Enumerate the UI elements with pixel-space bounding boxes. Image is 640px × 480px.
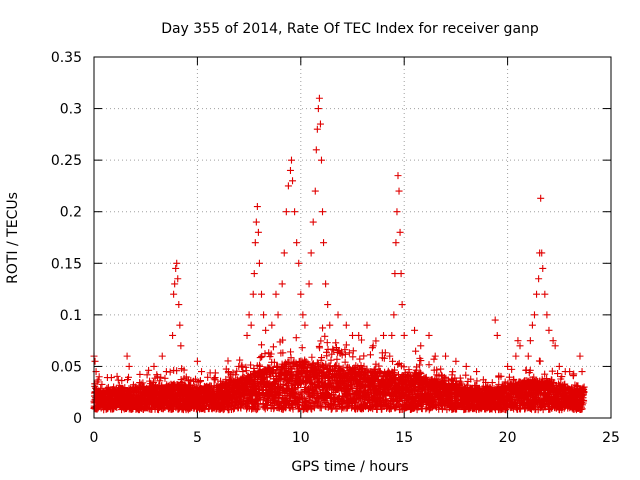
data-point xyxy=(323,352,331,360)
chart-title: Day 355 of 2014, Rate Of TEC Index for r… xyxy=(161,21,539,37)
data-point xyxy=(332,339,340,347)
x-tick-label: 0 xyxy=(90,430,99,446)
x-axis-label: GPS time / hours xyxy=(291,459,408,475)
data-point xyxy=(136,370,144,378)
data-point xyxy=(242,367,250,375)
data-point xyxy=(107,374,115,382)
y-axis-label: ROTI / TECUs xyxy=(5,192,21,284)
data-point xyxy=(360,352,368,360)
data-point xyxy=(449,368,457,376)
data-point xyxy=(211,369,219,377)
data-point xyxy=(316,344,324,352)
data-point xyxy=(308,353,316,361)
data-point xyxy=(256,354,264,362)
y-tick-label: 0.05 xyxy=(51,359,82,375)
data-point xyxy=(342,341,350,349)
data-point xyxy=(224,357,232,365)
data-point xyxy=(333,355,341,363)
y-tick-label: 0.3 xyxy=(60,102,82,118)
y-tick-label: 0.25 xyxy=(51,153,82,169)
x-tick-label: 15 xyxy=(395,430,413,446)
y-tick-label: 0.35 xyxy=(51,50,82,66)
x-tick-label: 5 xyxy=(193,430,202,446)
data-point xyxy=(261,350,269,358)
y-tick-label: 0.2 xyxy=(60,205,82,221)
data-point xyxy=(157,373,165,381)
data-point xyxy=(256,363,264,371)
data-point xyxy=(113,372,121,380)
data-point xyxy=(323,339,331,347)
data-point xyxy=(201,405,209,413)
data-point xyxy=(329,345,337,353)
data-point xyxy=(430,355,438,363)
data-point xyxy=(368,344,376,352)
data-point xyxy=(263,404,271,412)
data-points xyxy=(90,94,588,414)
data-point xyxy=(269,343,277,351)
data-point xyxy=(356,355,364,363)
data-point xyxy=(258,341,266,349)
data-point xyxy=(124,373,132,381)
data-point xyxy=(145,366,153,374)
data-point xyxy=(366,351,374,359)
data-point xyxy=(156,377,164,385)
data-point xyxy=(236,356,244,364)
data-point xyxy=(139,379,147,387)
data-point xyxy=(394,361,402,369)
data-point xyxy=(536,357,544,365)
data-point xyxy=(180,366,188,374)
data-point xyxy=(317,337,325,345)
data-point xyxy=(118,377,126,385)
data-point xyxy=(229,405,237,413)
data-point xyxy=(143,371,151,379)
data-point xyxy=(195,378,203,386)
y-tick-label: 0.15 xyxy=(51,256,82,272)
x-tick-label: 25 xyxy=(602,430,620,446)
data-point xyxy=(196,377,204,385)
data-point xyxy=(292,334,300,342)
x-tick-label: 10 xyxy=(292,430,310,446)
data-point xyxy=(298,344,306,352)
y-tick-label: 0.1 xyxy=(60,308,82,324)
data-point xyxy=(211,376,219,384)
data-point xyxy=(98,380,106,388)
data-point xyxy=(247,361,255,369)
y-tick-label: 0 xyxy=(73,411,82,427)
grid-lines xyxy=(94,57,611,418)
data-point xyxy=(321,332,329,340)
data-point xyxy=(161,374,169,382)
data-point xyxy=(232,371,240,379)
data-point xyxy=(173,367,181,375)
data-point xyxy=(210,375,218,383)
data-point xyxy=(233,367,241,375)
data-point xyxy=(412,347,420,355)
axis-ticks: 0 5 10 15 20 25 0 0.05 0.1 0.15 0.2 0.25 0.3 0.35 xyxy=(51,50,620,446)
data-point xyxy=(204,373,212,381)
data-point xyxy=(319,324,327,332)
data-point xyxy=(425,361,433,369)
x-tick-label: 20 xyxy=(499,430,517,446)
